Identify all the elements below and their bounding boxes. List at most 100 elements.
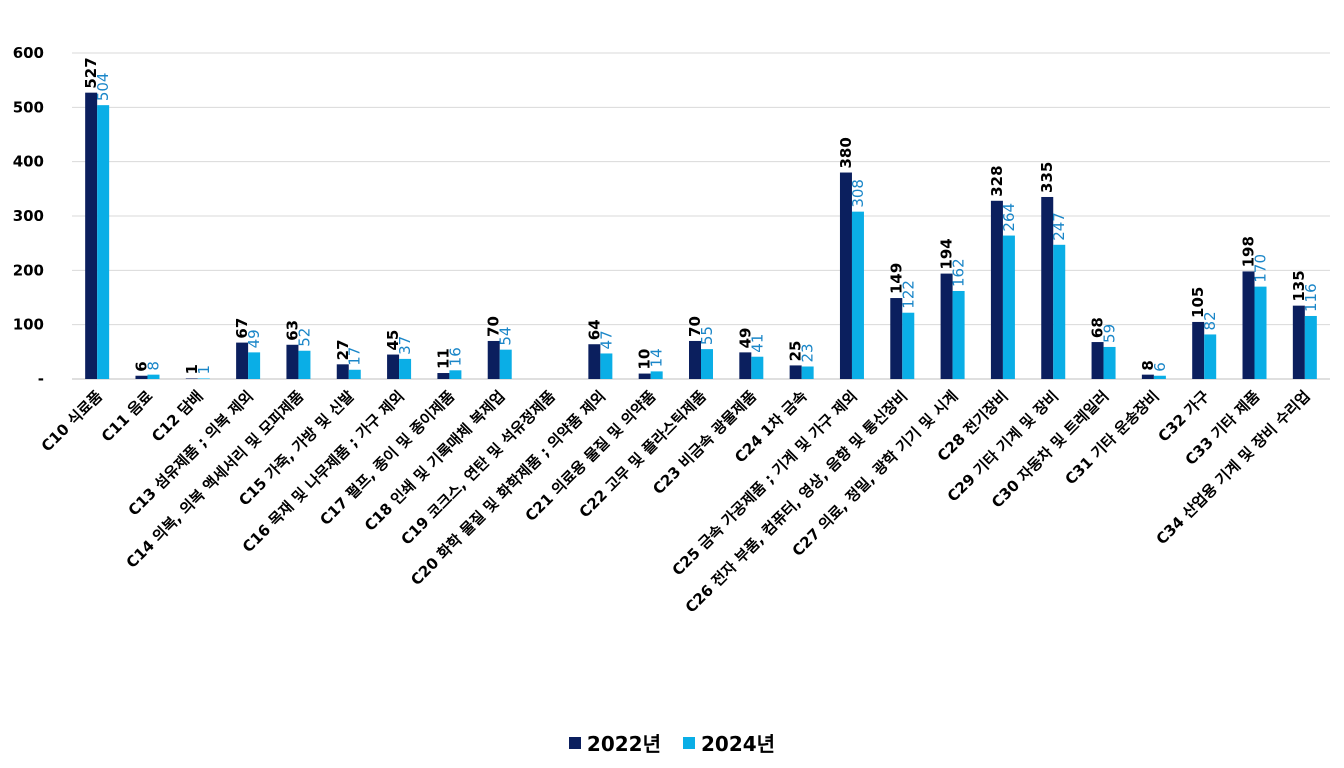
bar-2024	[851, 211, 864, 379]
bar-2022	[890, 298, 903, 379]
data-label-2022: 194	[938, 238, 956, 269]
data-label-2024: 49	[245, 329, 263, 348]
x-category-label: C25 금속 가공제품 ; 기계 및 가구 제외	[669, 387, 861, 579]
data-label-2022: 380	[837, 137, 855, 168]
bar-2022	[1292, 305, 1305, 379]
bar-2024	[348, 369, 361, 379]
data-label-2024: 116	[1302, 283, 1320, 312]
bar-2024	[1053, 244, 1066, 379]
bar-2022	[236, 342, 249, 379]
data-label-2022: 149	[887, 263, 905, 294]
gridlines	[72, 52, 1330, 380]
bar-2022	[638, 373, 651, 379]
legend-label-2024: 2024년	[701, 732, 776, 756]
bar-2022	[990, 200, 1003, 379]
data-label-2022: 63	[283, 320, 301, 341]
data-label-2024: 54	[497, 327, 515, 346]
bar-2022	[487, 340, 500, 379]
bar-2024	[650, 371, 663, 379]
y-axis: - 100 200 300 400 500 600	[13, 44, 44, 388]
bar-2024	[1002, 235, 1015, 379]
bar-2022	[1091, 342, 1104, 379]
bar-2024	[248, 352, 261, 379]
bar-2022	[336, 364, 349, 379]
bar-2024	[801, 366, 814, 379]
data-label-2024: 8	[144, 361, 162, 371]
bar-2022	[940, 273, 953, 379]
data-label-2024: 14	[648, 348, 666, 367]
bar-2022	[1192, 321, 1205, 379]
data-label-2022: 64	[585, 319, 603, 340]
data-label-2024: 1	[195, 365, 213, 375]
y-tick-label: 100	[13, 316, 44, 334]
data-label-2022: 1	[183, 364, 201, 374]
legend-swatch-2024	[683, 736, 695, 749]
data-label-2022: 198	[1240, 236, 1258, 267]
legend-swatch-2022	[568, 736, 581, 749]
data-label-2024: 6	[1151, 362, 1169, 372]
data-label-2024: 23	[799, 343, 817, 362]
legend-item-2024: 2024년	[683, 728, 775, 757]
data-label-2024: 17	[346, 347, 364, 366]
data-label-2022: 10	[636, 349, 654, 370]
bar-2024	[751, 356, 764, 379]
data-label-2022: 105	[1189, 287, 1207, 318]
bar-2024	[600, 353, 613, 379]
data-label-2024: 41	[748, 334, 766, 353]
y-tick-label: 400	[13, 153, 44, 171]
bar-2024	[298, 350, 311, 379]
data-label-2022: 135	[1290, 270, 1308, 301]
bars	[85, 92, 1317, 379]
bar-2024	[701, 349, 713, 379]
legend-label-2022: 2022년	[586, 732, 661, 756]
data-label-2022: 11	[434, 348, 452, 369]
bar-2024	[97, 105, 110, 379]
bar-2024	[1153, 375, 1166, 379]
y-tick-label: 300	[13, 207, 44, 225]
data-label-2022: 45	[384, 330, 402, 351]
data-label-2022: 8	[1139, 360, 1157, 370]
data-label-2022: 68	[1089, 317, 1107, 338]
data-label-2022: 335	[1038, 162, 1056, 193]
bar-2022	[689, 340, 701, 379]
data-label-2022: 527	[82, 57, 100, 88]
x-category-label: C10 식료품	[38, 387, 106, 455]
x-category-label: C31 기타 운송장비	[1061, 387, 1162, 488]
x-category-label: C14 의복, 의복 액세서리 및 모피제품	[123, 387, 308, 572]
y-tick-label: -	[38, 370, 44, 388]
data-label-2024: 37	[396, 336, 414, 355]
bar-2022	[387, 354, 400, 379]
data-label-2022: 25	[787, 341, 805, 362]
bar-2024	[902, 312, 915, 379]
bar-2022	[1041, 196, 1054, 379]
legend: 2022년 2024년	[0, 728, 1344, 757]
bar-2024	[399, 358, 412, 379]
bar-2022	[588, 344, 601, 379]
data-label-2024: 308	[849, 179, 867, 208]
data-label-2024: 170	[1252, 254, 1270, 283]
data-label-2022: 70	[485, 316, 503, 337]
bar-2024	[197, 378, 210, 379]
bar-2022	[739, 352, 752, 379]
bar-2022	[1141, 374, 1154, 379]
data-label-2022: 70	[686, 316, 704, 337]
bar-2024	[952, 290, 965, 379]
data-label-2024: 16	[446, 347, 464, 366]
data-label-2024: 52	[295, 328, 313, 347]
bar-2024	[147, 374, 160, 379]
bar-2024	[499, 349, 512, 379]
bar-2022	[789, 365, 802, 379]
bar-2022	[1242, 271, 1255, 379]
bar-2024	[1103, 346, 1116, 379]
data-label-2022: 67	[233, 318, 251, 339]
data-label-2024: 55	[698, 326, 716, 345]
legend-item-2022: 2022년	[568, 728, 661, 757]
x-category-label: C11 음료	[98, 387, 157, 446]
data-label-2024: 264	[1000, 203, 1018, 232]
data-label-2024: 247	[1050, 212, 1068, 241]
bar-2022	[135, 375, 148, 379]
bar-2024	[1254, 286, 1267, 379]
